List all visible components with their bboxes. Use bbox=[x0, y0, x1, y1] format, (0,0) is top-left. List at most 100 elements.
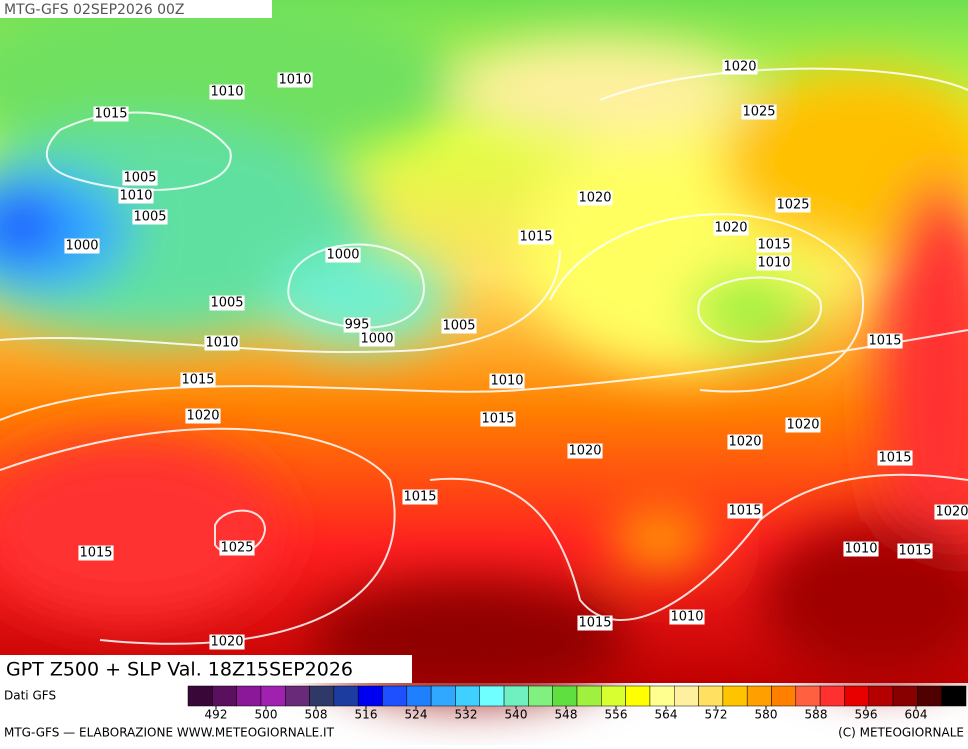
colorbar-swatch bbox=[917, 685, 942, 707]
product-box bbox=[0, 655, 412, 683]
isobar-label: 1015 bbox=[481, 412, 514, 427]
isobar-label: 1010 bbox=[205, 336, 238, 351]
isobar-label: 1015 bbox=[728, 504, 761, 519]
colorbar-swatch bbox=[528, 685, 553, 707]
colorbar-swatch bbox=[795, 685, 821, 707]
footer-left: MTG-GFS — ELABORAZIONE WWW.METEOGIORNALE… bbox=[4, 726, 335, 740]
isobar-label: 1000 bbox=[65, 239, 98, 254]
isobar-label-bg bbox=[722, 59, 758, 75]
isobar-label-bg bbox=[877, 450, 913, 466]
colorbar-swatch bbox=[844, 685, 869, 707]
isobar-label: 1015 bbox=[181, 373, 214, 388]
isobar-label-bg bbox=[359, 331, 395, 347]
product: GPT Z500 + SLP Val. 18Z15SEP2026 bbox=[6, 659, 353, 681]
isobar-label: 1000 bbox=[360, 332, 393, 347]
isobar-label-bg bbox=[577, 190, 613, 206]
isobar-label-bg bbox=[209, 84, 245, 100]
isobar-label-bg bbox=[209, 634, 245, 650]
isobar-label: 1010 bbox=[210, 85, 243, 100]
colorbar: 492 500 508 516 524 532 540 548 556 564 572 580 588 5… bbox=[187, 685, 967, 722]
colorbar-swatch bbox=[941, 685, 967, 707]
isobar-label: 1025 bbox=[776, 198, 809, 213]
isobar-label-bg bbox=[518, 229, 554, 245]
isobar-label-bg bbox=[727, 503, 763, 519]
colorbar-tick-label: 500 bbox=[255, 708, 278, 722]
isobar-label: 995 bbox=[345, 318, 370, 333]
isobar-label-bg bbox=[78, 545, 114, 561]
isobar-label-bg bbox=[343, 317, 371, 333]
colorbar-tick-label: 548 bbox=[555, 708, 578, 722]
isobar-label: 1015 bbox=[403, 490, 436, 505]
isobar-label: 1025 bbox=[742, 105, 775, 120]
colorbar-swatch bbox=[187, 685, 213, 707]
colorbar-swatch bbox=[819, 685, 845, 707]
isobar-label: 1020 bbox=[728, 435, 761, 450]
isobar-label: 1010 bbox=[670, 610, 703, 625]
colorbar-tick-label: 508 bbox=[305, 708, 328, 722]
isobar-label: 1005 bbox=[133, 210, 166, 225]
isobar-label-bg bbox=[756, 255, 792, 271]
isobar-label: 1020 bbox=[186, 409, 219, 424]
colorbar-tick-label: 572 bbox=[705, 708, 728, 722]
isobar-label-bg bbox=[741, 104, 777, 120]
colorbar-swatch bbox=[455, 685, 480, 707]
colorbar-swatch bbox=[212, 685, 237, 707]
isobar-label: 1020 bbox=[578, 191, 611, 206]
colorbar-swatch bbox=[479, 685, 505, 707]
isobar-label-bg bbox=[93, 106, 129, 122]
isobar-label-bg bbox=[402, 489, 438, 505]
colorbar-swatch bbox=[260, 685, 286, 707]
isobar-label: 1010 bbox=[490, 374, 523, 389]
isobar-label-bg bbox=[489, 373, 525, 389]
isobar-label-bg bbox=[775, 197, 811, 213]
isobar-label-bg bbox=[727, 434, 763, 450]
isobar-label-bg bbox=[867, 333, 903, 349]
isobar-label: 1005 bbox=[123, 171, 156, 186]
isobar-label-bg bbox=[713, 220, 749, 236]
isobar-label: 1010 bbox=[757, 256, 790, 271]
isobar-label-bg bbox=[204, 335, 240, 351]
colorbar-tick-label: 540 bbox=[505, 708, 528, 722]
isobar-label-bg bbox=[934, 504, 968, 520]
colorbar-swatch bbox=[430, 685, 456, 707]
isobar-label: 1015 bbox=[578, 616, 611, 631]
isobar-label-bg bbox=[185, 408, 221, 424]
colorbar-tick-label: 564 bbox=[655, 708, 678, 722]
colorbar-tick-label: 580 bbox=[755, 708, 778, 722]
colorbar-swatch bbox=[309, 685, 335, 707]
colorbar-swatch bbox=[625, 685, 651, 707]
colorbar-swatch bbox=[746, 685, 772, 707]
isobar-label: 1020 bbox=[210, 635, 243, 650]
colorbar-swatch bbox=[674, 685, 699, 707]
isobar-label-bg bbox=[277, 72, 313, 88]
isobar-label: 1010 bbox=[278, 73, 311, 88]
isobar-label: 1015 bbox=[519, 230, 552, 245]
field bbox=[0, 0, 968, 700]
isobar-labels: 1010101010151005101010051000100099510001… bbox=[64, 59, 968, 650]
isobar-label: 1015 bbox=[878, 451, 911, 466]
isobar-label-bg bbox=[756, 237, 792, 253]
colorbar-swatch bbox=[552, 685, 578, 707]
colorbar-swatch bbox=[771, 685, 797, 707]
colorbar-swatch bbox=[503, 685, 529, 707]
isobar-label-bg bbox=[219, 540, 255, 556]
isobar-label: 1015 bbox=[757, 238, 790, 253]
isobar-label-bg bbox=[132, 209, 168, 225]
isobar-label: 1005 bbox=[210, 296, 243, 311]
isobar-label-bg bbox=[209, 295, 245, 311]
isobar-label: 1015 bbox=[79, 546, 112, 561]
colorbar-tick-label: 588 bbox=[805, 708, 828, 722]
colorbar-tick-label: 604 bbox=[905, 708, 928, 722]
colorbar-swatch bbox=[868, 685, 894, 707]
isobar-label-bg bbox=[567, 443, 603, 459]
isobar-label-bg bbox=[785, 417, 821, 433]
colorbar-swatch bbox=[357, 685, 383, 707]
isobar-label: 1020 bbox=[935, 505, 968, 520]
colorbar-tick-label: 524 bbox=[405, 708, 428, 722]
footer-right: (C) METEOGIORNALE bbox=[838, 726, 964, 740]
isobar-label-bg bbox=[843, 541, 879, 557]
isobar-label: 1000 bbox=[326, 248, 359, 263]
isobar-label-bg bbox=[480, 411, 516, 427]
